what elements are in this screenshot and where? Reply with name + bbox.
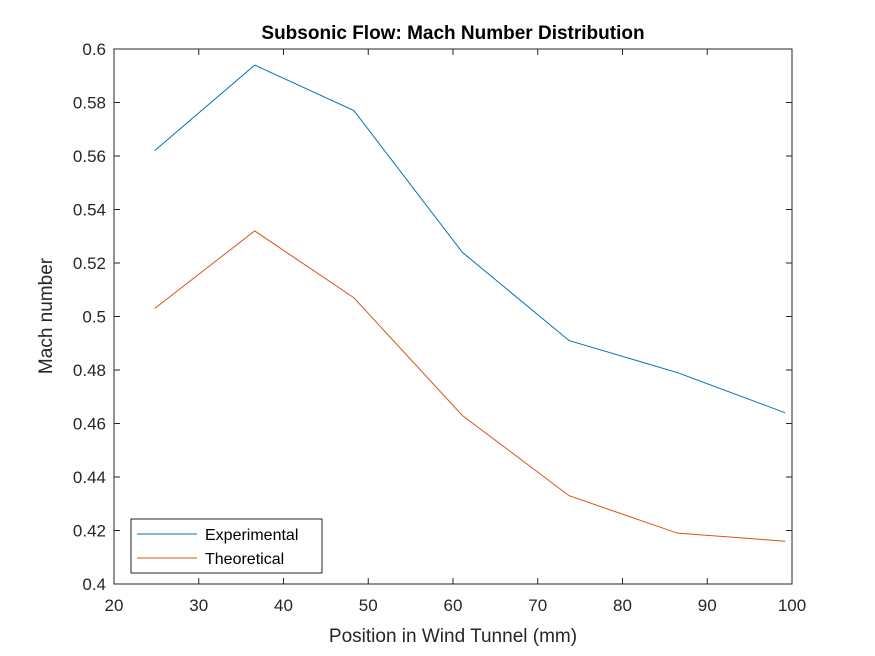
legend-label: Experimental (205, 527, 298, 544)
series-line-theoretical (154, 230, 786, 542)
y-tick-label: 0.56 (73, 147, 106, 166)
chart-title: Subsonic Flow: Mach Number Distribution (261, 23, 644, 44)
x-tick-label: 100 (778, 596, 806, 615)
y-axis-label: Mach number (36, 257, 57, 374)
x-tick-label: 80 (613, 596, 632, 615)
y-tick-label: 0.4 (82, 575, 106, 594)
y-tick-label: 0.48 (73, 361, 106, 380)
legend: Experimental Theoretical (130, 518, 323, 574)
series-line-experimental (154, 64, 786, 414)
y-tick-label: 0.44 (73, 468, 106, 487)
x-tick-label: 60 (444, 596, 463, 615)
plot-area (154, 64, 786, 542)
legend-label: Theoretical (205, 551, 284, 568)
x-tick-label: 40 (274, 596, 293, 615)
x-tick-label: 90 (698, 596, 717, 615)
y-axis: 0.4 0.42 0.44 0.46 0.48 0.5 0.52 0.54 0.56 0.58 0.… (73, 40, 792, 594)
y-tick-label: 0.6 (82, 40, 106, 59)
x-tick-label: 30 (189, 596, 208, 615)
x-tick-label: 70 (528, 596, 547, 615)
x-axis: 20 30 40 50 60 70 80 90 100 (105, 49, 806, 615)
x-tick-label: 20 (105, 596, 124, 615)
y-tick-label: 0.54 (73, 201, 106, 220)
x-axis-label: Position in Wind Tunnel (mm) (329, 626, 577, 647)
y-tick-label: 0.42 (73, 522, 106, 541)
axes-box (113, 48, 793, 585)
x-tick-label: 50 (359, 596, 378, 615)
legend-box (130, 518, 323, 574)
y-tick-label: 0.58 (73, 94, 106, 113)
y-tick-label: 0.52 (73, 254, 106, 273)
y-tick-label: 0.5 (82, 308, 106, 327)
y-tick-label: 0.46 (73, 415, 106, 434)
